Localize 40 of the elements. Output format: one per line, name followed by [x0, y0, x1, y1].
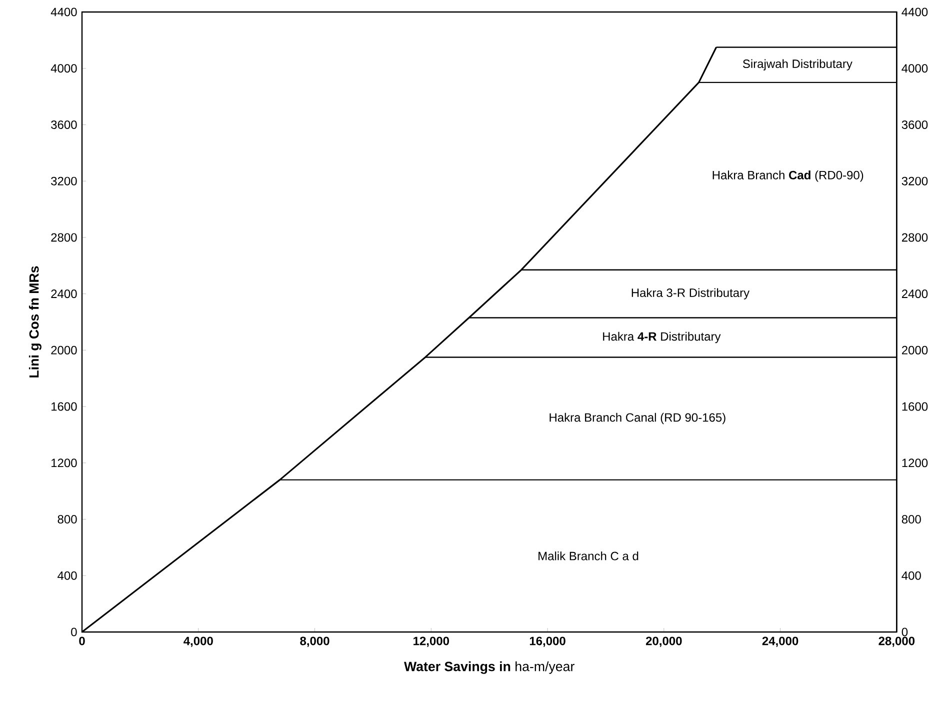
- annotation: Hakra 3-R Distributary: [632, 288, 750, 300]
- y2-tick-label: 0: [902, 628, 908, 636]
- x-tick-label: 16,000: [530, 636, 566, 647]
- x-tick-label: 20,000: [646, 636, 682, 647]
- y2-tick-label: 1600: [902, 402, 928, 411]
- x-tick-label: 4,000: [184, 636, 213, 647]
- y2-tick-label: 1200: [902, 458, 928, 468]
- annotation: Malik Branch C a d: [538, 551, 638, 560]
- y-tick-label: 2000: [51, 346, 77, 354]
- y2-tick-label: 2800: [902, 233, 928, 242]
- y2-tick-label: 4000: [902, 64, 928, 73]
- x-axis-title: Water Savings in ha-m/year: [404, 661, 574, 674]
- y-tick-label: 1200: [52, 458, 77, 468]
- y2-tick-label: 3600: [902, 120, 928, 129]
- y2-tick-label: 2000: [902, 346, 928, 354]
- y2-tick-label: 800: [902, 515, 921, 524]
- y2-tick-label: 400: [902, 571, 921, 580]
- annotation: Hakra 4-R Distributary: [603, 332, 721, 344]
- annotation: Sirajwah Distributary: [742, 59, 852, 70]
- annotation: Hakra Branch Cad (RD0-90): [712, 170, 864, 182]
- y-tick-label: 800: [58, 515, 77, 524]
- y-tick-label: 2400: [51, 290, 77, 298]
- y2-tick-label: 4400: [902, 8, 928, 16]
- y-tick-label: 4000: [50, 64, 77, 73]
- y-tick-label: 3200: [51, 176, 77, 186]
- y-axis-title: Lini g Cos fn MRs: [28, 266, 42, 378]
- y-tick-label: 400: [58, 571, 77, 580]
- x-tick-label: 28,000: [878, 636, 915, 647]
- y-tick-label: 4400: [50, 8, 77, 16]
- x-tick-label: 12,000: [414, 636, 450, 647]
- y-tick-label: 1600: [52, 402, 77, 411]
- y2-tick-label: 3200: [902, 176, 928, 186]
- annotation: Hakra Branch Canal (RD 90-165): [550, 412, 726, 424]
- y-tick-label: 0: [71, 628, 77, 636]
- x-tick-label: 8,000: [300, 636, 330, 647]
- x-tick-label: 0: [79, 636, 85, 646]
- x-tick-label: 24,000: [762, 636, 798, 647]
- y-tick-label: 3600: [51, 120, 77, 129]
- y2-tick-label: 2400: [902, 290, 928, 298]
- y-tick-label: 2800: [51, 233, 77, 242]
